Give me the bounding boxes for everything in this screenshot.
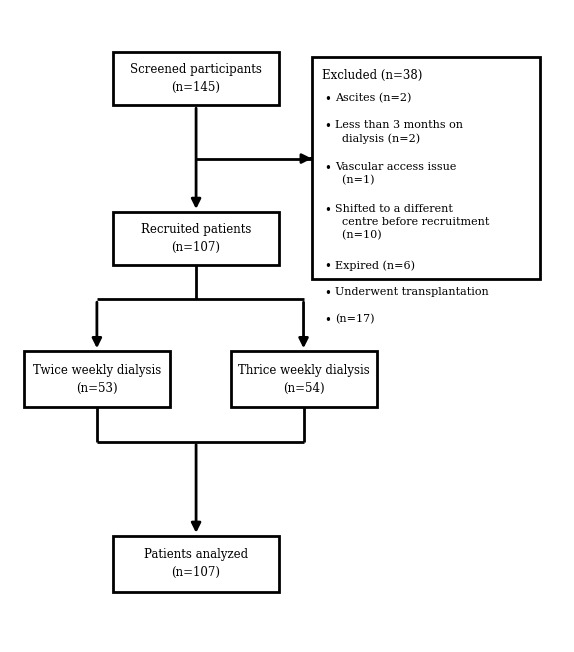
Text: (n=17): (n=17) <box>335 314 374 324</box>
Text: Expired (n=6): Expired (n=6) <box>335 260 415 271</box>
Text: •: • <box>324 120 331 133</box>
Text: Excluded (n=38): Excluded (n=38) <box>321 69 422 82</box>
FancyBboxPatch shape <box>114 536 279 592</box>
Text: Thrice weekly dialysis
(n=54): Thrice weekly dialysis (n=54) <box>238 364 370 394</box>
FancyBboxPatch shape <box>114 212 279 265</box>
Text: Patients analyzed
(n=107): Patients analyzed (n=107) <box>144 548 248 580</box>
Text: Screened participants
(n=145): Screened participants (n=145) <box>130 63 262 95</box>
Text: •: • <box>324 162 331 175</box>
FancyBboxPatch shape <box>114 52 279 106</box>
Text: Underwent transplantation: Underwent transplantation <box>335 287 488 297</box>
Text: •: • <box>324 314 331 327</box>
FancyBboxPatch shape <box>231 351 377 408</box>
Text: Less than 3 months on
  dialysis (n=2): Less than 3 months on dialysis (n=2) <box>335 120 463 144</box>
Text: •: • <box>324 93 331 106</box>
Text: •: • <box>324 260 331 273</box>
Text: Shifted to a different
  centre before recruitment
  (n=10): Shifted to a different centre before rec… <box>335 203 489 241</box>
Text: Recruited patients
(n=107): Recruited patients (n=107) <box>141 223 251 254</box>
Text: Vascular access issue
  (n=1): Vascular access issue (n=1) <box>335 162 456 185</box>
FancyBboxPatch shape <box>24 351 170 408</box>
Text: Twice weekly dialysis
(n=53): Twice weekly dialysis (n=53) <box>33 364 161 394</box>
Text: Ascites (n=2): Ascites (n=2) <box>335 93 412 104</box>
Text: •: • <box>324 287 331 300</box>
FancyBboxPatch shape <box>312 57 541 279</box>
Text: •: • <box>324 203 331 216</box>
